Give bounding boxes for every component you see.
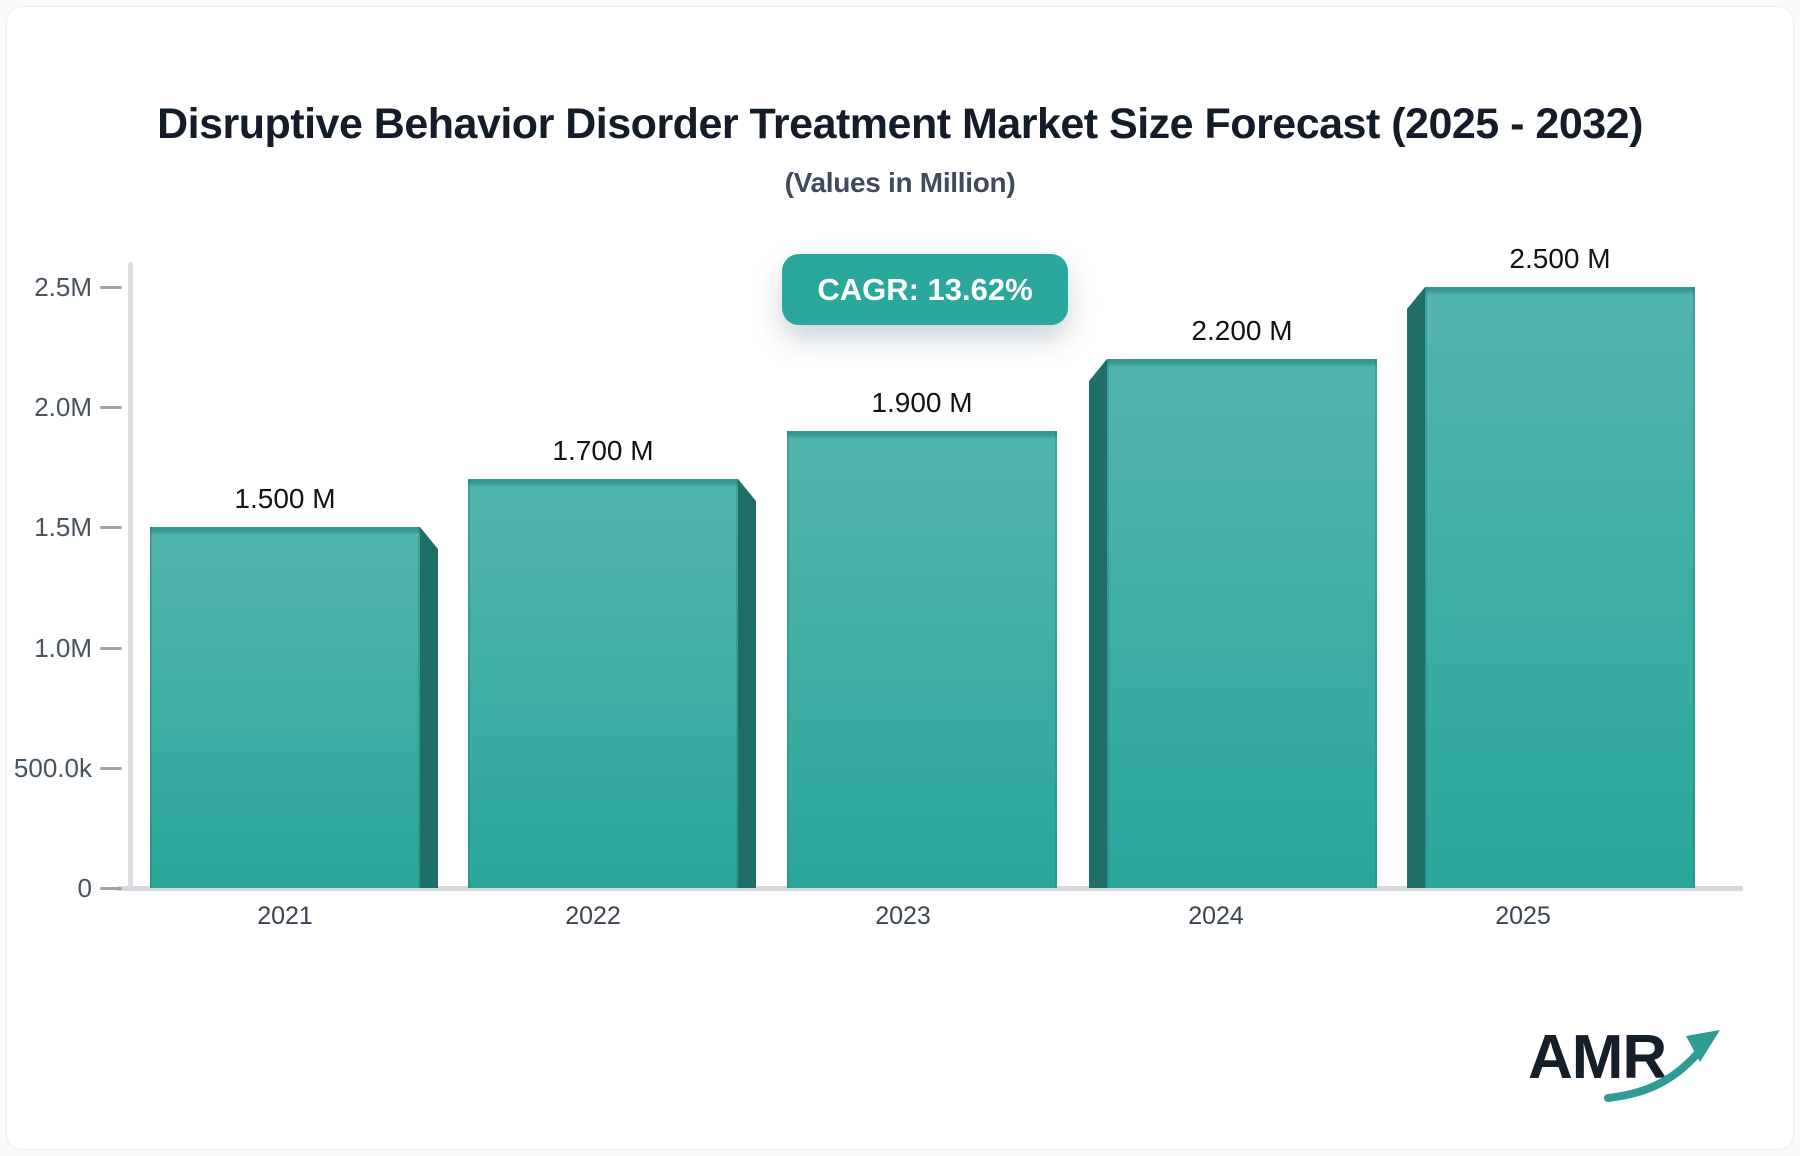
bar	[1425, 287, 1695, 888]
x-axis-category-label: 2022	[565, 902, 621, 930]
x-axis-category-label: 2023	[875, 902, 931, 930]
bar	[468, 479, 738, 888]
chart-title: Disruptive Behavior Disorder Treatment M…	[157, 100, 1643, 148]
bar-3d-side	[420, 527, 438, 888]
amr-logo: AMR	[1528, 1022, 1738, 1112]
bar-value-label: 2.200 M	[1191, 315, 1293, 346]
bar-value-label: 1.700 M	[552, 435, 654, 466]
cagr-badge: CAGR: 13.62%	[782, 254, 1068, 325]
y-axis-tick-label: 0	[77, 873, 92, 903]
y-axis-tick	[100, 887, 122, 890]
y-axis-tick-label: 2.0M	[34, 392, 92, 422]
y-axis-tick	[100, 526, 122, 529]
bar-3d-side	[1407, 287, 1425, 888]
y-axis-tick	[100, 767, 122, 770]
bar-3d-side	[1089, 359, 1107, 888]
y-axis-tick-label: 1.0M	[34, 633, 92, 663]
y-axis-tick-label: 500.0k	[13, 753, 92, 783]
x-axis-category-label: 2021	[257, 902, 313, 930]
growth-arrow-icon	[1604, 1030, 1720, 1102]
y-axis-tick-label: 1.5M	[34, 512, 92, 542]
bar-value-label: 2.500 M	[1509, 243, 1611, 274]
y-axis-line	[128, 262, 133, 888]
y-axis-tick-label: 2.5M	[34, 272, 92, 302]
x-axis-baseline	[117, 886, 1743, 891]
bar-value-label: 1.900 M	[871, 387, 973, 418]
bar	[1107, 359, 1377, 888]
bar	[787, 431, 1057, 888]
x-axis-category-label: 2025	[1495, 902, 1551, 930]
bar	[150, 527, 420, 888]
chart-subtitle: (Values in Million)	[784, 167, 1016, 198]
y-axis-tick	[100, 647, 122, 650]
amr-logo-text: AMR	[1528, 1023, 1667, 1092]
y-axis-tick	[100, 406, 122, 409]
bar-value-label: 1.500 M	[234, 483, 336, 514]
x-axis-category-label: 2024	[1188, 902, 1244, 930]
bar-3d-side	[738, 479, 756, 888]
y-axis-tick	[100, 286, 122, 289]
